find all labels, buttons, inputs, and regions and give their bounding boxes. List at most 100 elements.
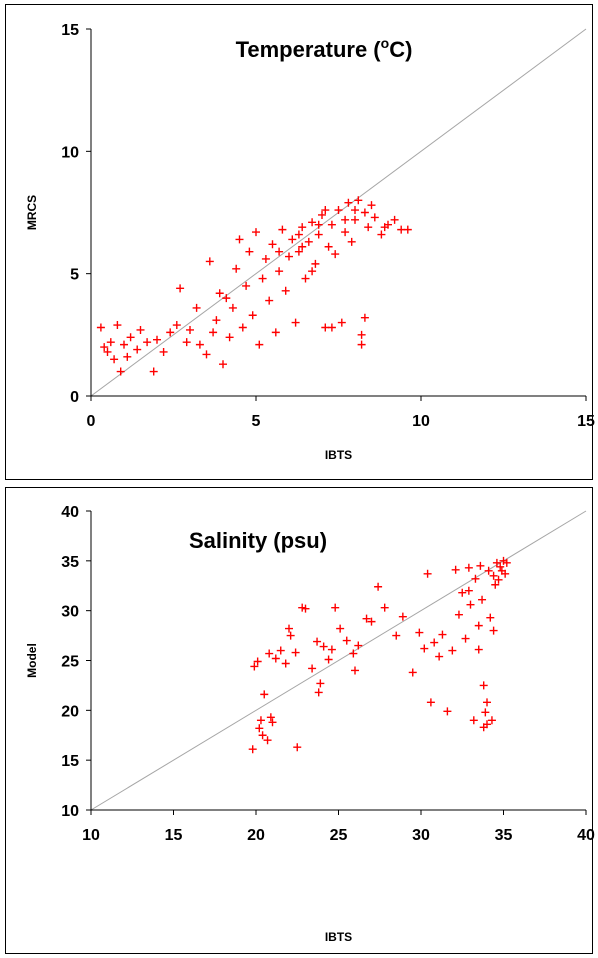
temperature-data-point bbox=[278, 225, 287, 234]
salinity-data-point bbox=[423, 569, 432, 578]
temperature-data-point bbox=[294, 230, 303, 239]
temperature-data-point bbox=[357, 340, 366, 349]
temperature-data-point bbox=[324, 242, 333, 251]
salinity-data-point bbox=[260, 690, 269, 699]
salinity-x-tick-label: 40 bbox=[577, 827, 595, 844]
salinity-x-tick-label: 30 bbox=[412, 827, 430, 844]
temperature-y-axis-label: MRCS bbox=[25, 195, 39, 230]
salinity-data-point bbox=[313, 637, 322, 646]
temperature-data-point bbox=[321, 206, 330, 215]
salinity-data-point bbox=[474, 621, 483, 630]
temperature-data-point bbox=[106, 338, 115, 347]
temperature-data-point bbox=[285, 252, 293, 261]
salinity-data-point bbox=[342, 636, 351, 645]
salinity-data-point bbox=[281, 659, 290, 668]
salinity-data-point bbox=[484, 566, 493, 575]
temperature-data-point bbox=[238, 323, 247, 332]
temperature-data-point bbox=[331, 250, 340, 259]
temperature-data-point bbox=[271, 328, 280, 337]
temperature-data-point bbox=[314, 230, 323, 239]
salinity-data-point bbox=[502, 558, 511, 567]
temperature-data-point bbox=[113, 321, 122, 330]
temperature-data-point bbox=[143, 338, 152, 347]
salinity-data-point bbox=[415, 628, 424, 637]
salinity-data-point bbox=[451, 565, 460, 574]
temperature-data-point bbox=[265, 296, 274, 305]
salinity-data-point bbox=[487, 716, 496, 725]
temperature-data-point bbox=[100, 343, 109, 352]
temperature-data-point bbox=[225, 333, 234, 342]
temperature-title-suffix: C) bbox=[389, 37, 412, 62]
salinity-data-point bbox=[351, 666, 359, 675]
temperature-data-point bbox=[298, 242, 307, 251]
salinity-data-point bbox=[426, 698, 435, 707]
salinity-data-point bbox=[491, 580, 500, 589]
salinity-data-point bbox=[461, 634, 470, 643]
salinity-data-point bbox=[324, 655, 333, 664]
temperature-y-tick-label: 10 bbox=[61, 144, 79, 161]
salinity-y-tick-label: 30 bbox=[61, 604, 79, 621]
salinity-data-point bbox=[314, 688, 323, 697]
temperature-data-point bbox=[153, 335, 161, 344]
salinity-y-tick-label: 40 bbox=[61, 504, 79, 521]
salinity-data-point bbox=[354, 641, 363, 650]
temperature-data-point bbox=[403, 225, 412, 234]
salinity-data-point bbox=[398, 612, 407, 621]
temperature-points-group bbox=[96, 196, 412, 376]
temperature-data-point bbox=[209, 328, 218, 337]
salinity-data-point bbox=[331, 603, 340, 612]
temperature-y-tick-label: 5 bbox=[70, 267, 79, 284]
temperature-data-point bbox=[354, 196, 363, 205]
salinity-data-point bbox=[327, 645, 336, 654]
temperature-data-point bbox=[360, 313, 369, 322]
temperature-chart-title: Temperature (oC) bbox=[236, 35, 413, 62]
salinity-data-point bbox=[464, 586, 473, 595]
salinity-data-point bbox=[380, 603, 389, 612]
temperature-data-point bbox=[281, 286, 290, 295]
temperature-data-point bbox=[357, 330, 366, 339]
salinity-data-point bbox=[496, 562, 505, 571]
salinity-data-point bbox=[438, 630, 447, 639]
salinity-data-point bbox=[276, 646, 285, 655]
temperature-data-point bbox=[311, 259, 320, 268]
temperature-data-point bbox=[215, 289, 224, 298]
temperature-scatter-plot: 0 5 10 15 0 5 10 15 Temperature (oC) IBTS MRCS bbox=[25, 22, 595, 462]
salinity-data-point bbox=[483, 720, 491, 729]
salinity-data-point bbox=[286, 631, 295, 640]
temperature-data-point bbox=[364, 223, 373, 232]
temperature-data-point bbox=[268, 240, 277, 249]
temperature-data-point bbox=[318, 210, 326, 219]
salinity-data-point bbox=[336, 624, 345, 633]
temperature-data-point bbox=[291, 318, 300, 327]
salinity-data-point bbox=[481, 708, 490, 717]
temperature-x-tick-label: 5 bbox=[252, 413, 261, 430]
salinity-data-point bbox=[266, 713, 275, 722]
salinity-chart-title: Salinity (psu) bbox=[189, 528, 327, 553]
salinity-ticks-group: 10 15 20 25 30 35 40 10 15 20 25 30 35 40 bbox=[61, 504, 595, 844]
salinity-data-point bbox=[308, 664, 317, 673]
salinity-data-point bbox=[285, 624, 293, 633]
salinity-y-tick-label: 15 bbox=[61, 753, 79, 770]
salinity-y-tick-label: 35 bbox=[61, 554, 79, 571]
temperature-data-point bbox=[96, 323, 105, 332]
salinity-data-point bbox=[263, 736, 272, 745]
salinity-data-point bbox=[458, 588, 467, 597]
salinity-data-point bbox=[476, 561, 485, 570]
salinity-x-axis-label: IBTS bbox=[325, 930, 352, 944]
salinity-data-point bbox=[466, 600, 475, 609]
temperature-data-point bbox=[327, 323, 336, 332]
temperature-data-point bbox=[186, 325, 194, 334]
temperature-title-superscript: o bbox=[381, 35, 390, 51]
salinity-data-point bbox=[392, 631, 401, 640]
temperature-data-point bbox=[172, 321, 181, 330]
temperature-data-point bbox=[116, 367, 125, 376]
temperature-data-point bbox=[341, 215, 350, 224]
salinity-data-point bbox=[448, 646, 457, 655]
temperature-data-point bbox=[242, 281, 251, 290]
salinity-data-point bbox=[430, 638, 439, 647]
salinity-data-point bbox=[291, 648, 300, 657]
temperature-data-point bbox=[390, 215, 399, 224]
salinity-data-point bbox=[489, 571, 498, 580]
temperature-data-point bbox=[252, 228, 260, 237]
temperature-data-point bbox=[110, 355, 119, 364]
